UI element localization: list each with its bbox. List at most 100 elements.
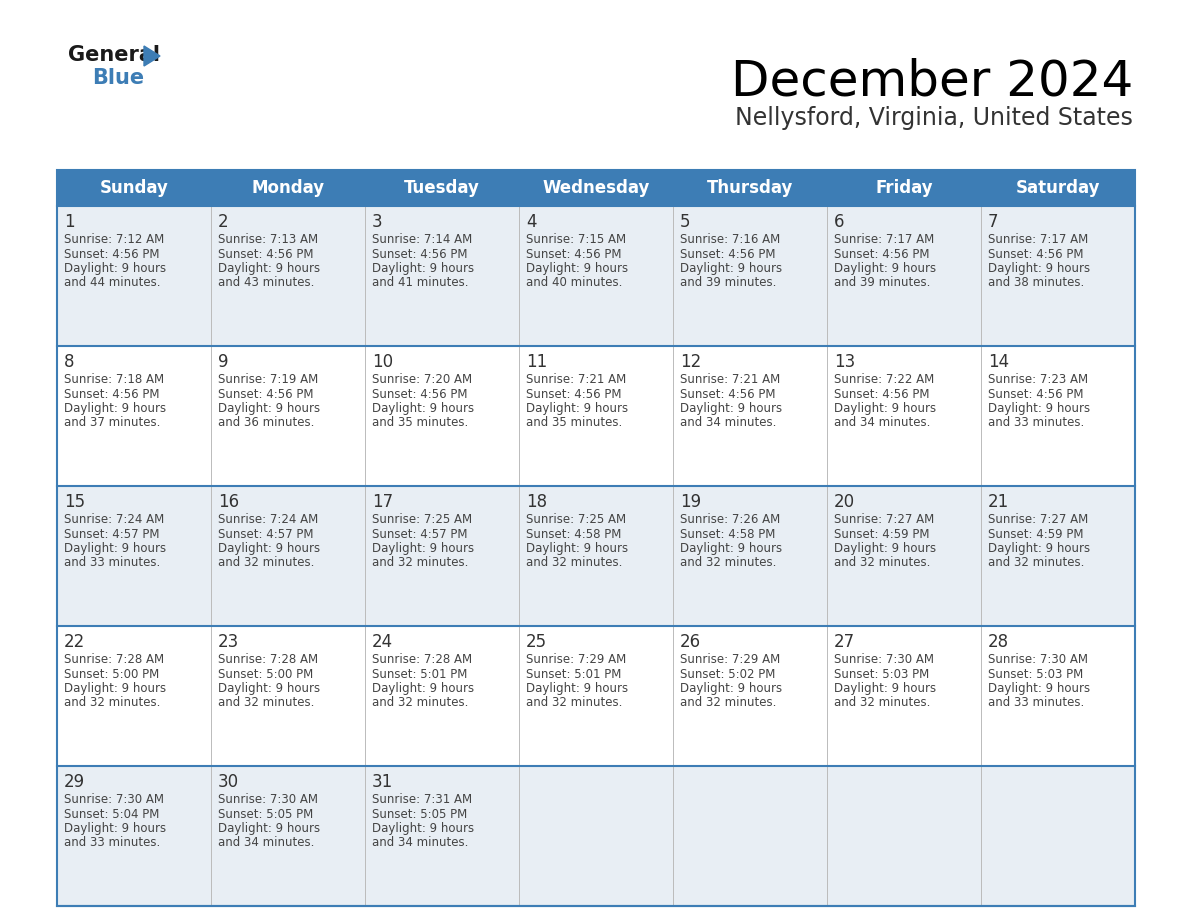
Text: Sunrise: 7:30 AM: Sunrise: 7:30 AM <box>64 793 164 806</box>
Text: 25: 25 <box>526 633 548 651</box>
Text: Sunrise: 7:15 AM: Sunrise: 7:15 AM <box>526 233 626 246</box>
Text: 15: 15 <box>64 493 86 511</box>
Text: 2: 2 <box>219 213 228 231</box>
Text: 16: 16 <box>219 493 239 511</box>
Text: and 34 minutes.: and 34 minutes. <box>680 417 777 430</box>
Text: Sunrise: 7:13 AM: Sunrise: 7:13 AM <box>219 233 318 246</box>
Text: Sunrise: 7:21 AM: Sunrise: 7:21 AM <box>680 373 781 386</box>
Bar <box>57 626 1135 766</box>
Bar <box>57 346 1135 486</box>
Text: Sunrise: 7:20 AM: Sunrise: 7:20 AM <box>372 373 472 386</box>
Text: Daylight: 9 hours: Daylight: 9 hours <box>219 402 320 415</box>
Text: Sunset: 4:56 PM: Sunset: 4:56 PM <box>219 387 314 400</box>
Text: Daylight: 9 hours: Daylight: 9 hours <box>834 402 936 415</box>
Text: and 32 minutes.: and 32 minutes. <box>834 556 930 569</box>
Text: Daylight: 9 hours: Daylight: 9 hours <box>526 402 628 415</box>
Text: Sunset: 5:01 PM: Sunset: 5:01 PM <box>526 667 621 680</box>
Text: Sunrise: 7:26 AM: Sunrise: 7:26 AM <box>680 513 781 526</box>
Text: 7: 7 <box>988 213 998 231</box>
Text: and 32 minutes.: and 32 minutes. <box>64 697 160 710</box>
Text: Sunset: 5:02 PM: Sunset: 5:02 PM <box>680 667 776 680</box>
Text: Sunset: 4:56 PM: Sunset: 4:56 PM <box>64 248 159 261</box>
Text: Sunset: 4:59 PM: Sunset: 4:59 PM <box>988 528 1083 541</box>
Text: Sunset: 4:56 PM: Sunset: 4:56 PM <box>988 248 1083 261</box>
Text: Daylight: 9 hours: Daylight: 9 hours <box>834 682 936 695</box>
Text: Sunset: 5:03 PM: Sunset: 5:03 PM <box>988 667 1083 680</box>
Text: and 38 minutes.: and 38 minutes. <box>988 276 1085 289</box>
Text: Daylight: 9 hours: Daylight: 9 hours <box>834 262 936 275</box>
Text: Daylight: 9 hours: Daylight: 9 hours <box>526 542 628 555</box>
Text: Daylight: 9 hours: Daylight: 9 hours <box>64 682 166 695</box>
Text: 31: 31 <box>372 773 393 791</box>
Text: Saturday: Saturday <box>1016 179 1100 197</box>
Text: Sunset: 4:58 PM: Sunset: 4:58 PM <box>526 528 621 541</box>
Text: Sunrise: 7:28 AM: Sunrise: 7:28 AM <box>64 653 164 666</box>
Text: Daylight: 9 hours: Daylight: 9 hours <box>680 402 782 415</box>
Text: and 32 minutes.: and 32 minutes. <box>219 697 315 710</box>
Text: Sunset: 4:56 PM: Sunset: 4:56 PM <box>372 248 468 261</box>
Text: and 32 minutes.: and 32 minutes. <box>988 556 1085 569</box>
Text: 20: 20 <box>834 493 855 511</box>
Text: Sunrise: 7:19 AM: Sunrise: 7:19 AM <box>219 373 318 386</box>
Text: 18: 18 <box>526 493 548 511</box>
Text: and 32 minutes.: and 32 minutes. <box>526 556 623 569</box>
Bar <box>57 170 1135 906</box>
Text: and 33 minutes.: and 33 minutes. <box>988 697 1085 710</box>
Text: 26: 26 <box>680 633 701 651</box>
Text: Sunset: 4:57 PM: Sunset: 4:57 PM <box>372 528 468 541</box>
Text: 11: 11 <box>526 353 548 371</box>
Text: Sunday: Sunday <box>100 179 169 197</box>
Text: and 37 minutes.: and 37 minutes. <box>64 417 160 430</box>
Text: Daylight: 9 hours: Daylight: 9 hours <box>526 682 628 695</box>
Text: Sunset: 4:56 PM: Sunset: 4:56 PM <box>372 387 468 400</box>
Text: Sunrise: 7:30 AM: Sunrise: 7:30 AM <box>219 793 318 806</box>
Text: 5: 5 <box>680 213 690 231</box>
Text: Daylight: 9 hours: Daylight: 9 hours <box>64 542 166 555</box>
Text: and 34 minutes.: and 34 minutes. <box>219 836 315 849</box>
Text: Daylight: 9 hours: Daylight: 9 hours <box>372 542 474 555</box>
Text: Daylight: 9 hours: Daylight: 9 hours <box>64 402 166 415</box>
Text: 30: 30 <box>219 773 239 791</box>
Text: December 2024: December 2024 <box>731 58 1133 106</box>
Text: Sunrise: 7:22 AM: Sunrise: 7:22 AM <box>834 373 934 386</box>
Text: Sunrise: 7:28 AM: Sunrise: 7:28 AM <box>219 653 318 666</box>
Text: Daylight: 9 hours: Daylight: 9 hours <box>526 262 628 275</box>
Text: and 32 minutes.: and 32 minutes. <box>526 697 623 710</box>
Text: Daylight: 9 hours: Daylight: 9 hours <box>219 682 320 695</box>
Text: Sunset: 4:57 PM: Sunset: 4:57 PM <box>219 528 314 541</box>
Text: and 32 minutes.: and 32 minutes. <box>680 556 777 569</box>
Text: Wednesday: Wednesday <box>542 179 650 197</box>
Text: 28: 28 <box>988 633 1009 651</box>
Text: Sunset: 4:56 PM: Sunset: 4:56 PM <box>988 387 1083 400</box>
Text: and 34 minutes.: and 34 minutes. <box>834 417 930 430</box>
Polygon shape <box>144 46 160 66</box>
Text: 27: 27 <box>834 633 855 651</box>
Text: Sunset: 5:05 PM: Sunset: 5:05 PM <box>219 808 314 821</box>
Text: Sunrise: 7:21 AM: Sunrise: 7:21 AM <box>526 373 626 386</box>
Text: Sunset: 5:01 PM: Sunset: 5:01 PM <box>372 667 467 680</box>
Text: 3: 3 <box>372 213 383 231</box>
Text: Daylight: 9 hours: Daylight: 9 hours <box>680 542 782 555</box>
Text: 10: 10 <box>372 353 393 371</box>
Text: Tuesday: Tuesday <box>404 179 480 197</box>
Text: and 32 minutes.: and 32 minutes. <box>834 697 930 710</box>
Text: Sunset: 5:03 PM: Sunset: 5:03 PM <box>834 667 929 680</box>
Text: and 36 minutes.: and 36 minutes. <box>219 417 315 430</box>
Text: and 44 minutes.: and 44 minutes. <box>64 276 160 289</box>
Text: Daylight: 9 hours: Daylight: 9 hours <box>680 682 782 695</box>
Text: Sunset: 5:05 PM: Sunset: 5:05 PM <box>372 808 467 821</box>
Text: Sunset: 5:00 PM: Sunset: 5:00 PM <box>64 667 159 680</box>
Text: and 32 minutes.: and 32 minutes. <box>372 556 468 569</box>
Text: 17: 17 <box>372 493 393 511</box>
Text: Sunrise: 7:25 AM: Sunrise: 7:25 AM <box>526 513 626 526</box>
Bar <box>57 486 1135 626</box>
Text: Daylight: 9 hours: Daylight: 9 hours <box>372 402 474 415</box>
Text: Daylight: 9 hours: Daylight: 9 hours <box>64 822 166 835</box>
Text: Daylight: 9 hours: Daylight: 9 hours <box>219 542 320 555</box>
Bar <box>57 766 1135 906</box>
Text: 19: 19 <box>680 493 701 511</box>
Text: and 35 minutes.: and 35 minutes. <box>372 417 468 430</box>
Text: Sunrise: 7:25 AM: Sunrise: 7:25 AM <box>372 513 472 526</box>
Text: 24: 24 <box>372 633 393 651</box>
Text: Daylight: 9 hours: Daylight: 9 hours <box>988 262 1091 275</box>
